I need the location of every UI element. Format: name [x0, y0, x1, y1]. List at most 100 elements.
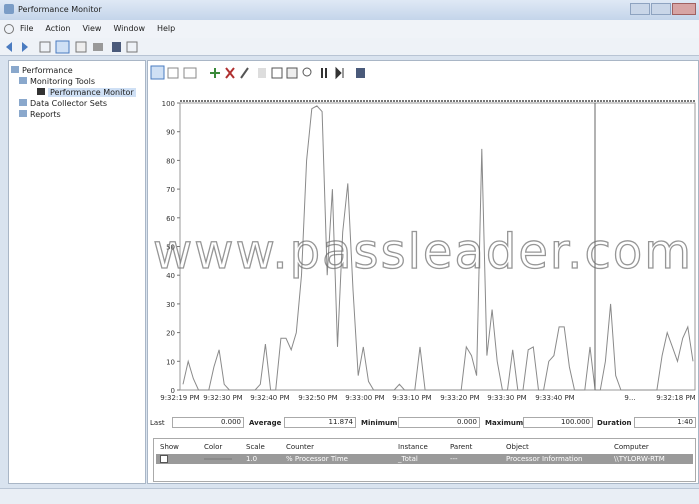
cell: Processor Information: [506, 455, 582, 463]
menu-icon: [4, 24, 14, 34]
column-header: Computer: [614, 443, 649, 451]
toolbar: [0, 38, 699, 56]
stat-value: 11.874: [284, 417, 356, 428]
stat-label: Maximum: [485, 419, 523, 427]
watermark: www.passleader.com: [153, 224, 693, 280]
close-button[interactable]: [672, 3, 696, 15]
x-tick-label: 9:32:30 PM: [203, 394, 242, 402]
tree-label: Performance: [22, 66, 73, 75]
show-checkbox[interactable]: [160, 455, 168, 463]
graph-type-button[interactable]: [184, 68, 196, 78]
delete-button[interactable]: [226, 68, 234, 78]
y-tick-label: 30: [166, 301, 175, 309]
minimize-button[interactable]: [630, 3, 650, 15]
tree-item[interactable]: Data Collector Sets: [9, 98, 145, 109]
export-button[interactable]: [93, 43, 103, 51]
stat-value: 0.000: [398, 417, 480, 428]
tree-icon: [19, 77, 27, 84]
column-header: Instance: [398, 443, 428, 451]
stat-value: 100.000: [523, 417, 593, 428]
x-tick-label: 9...: [624, 394, 635, 402]
view-button[interactable]: [127, 42, 137, 52]
status-bar: [0, 488, 699, 504]
tree-label: Data Collector Sets: [30, 99, 107, 108]
tree-icon: [37, 88, 45, 95]
menu-item[interactable]: View: [82, 24, 101, 33]
y-tick-label: 20: [166, 330, 175, 338]
x-tick-label: 9:33:30 PM: [487, 394, 526, 402]
stat-value: 0.000: [172, 417, 244, 428]
menu-item[interactable]: Window: [113, 24, 145, 33]
y-tick-label: 80: [166, 157, 175, 165]
color-swatch: [204, 458, 232, 460]
tree-item[interactable]: Monitoring Tools: [9, 76, 145, 87]
tree-label: Reports: [30, 110, 61, 119]
tree-icon: [19, 110, 27, 117]
tree-icon: [19, 99, 27, 106]
tree-label: Monitoring Tools: [30, 77, 95, 86]
y-tick-label: 100: [162, 100, 175, 108]
tree-item[interactable]: Performance: [9, 65, 145, 76]
window-title: Performance Monitor: [18, 5, 102, 14]
menu-bar: File Action View Window Help: [0, 20, 699, 38]
column-header: Scale: [246, 443, 265, 451]
paste-button[interactable]: [272, 68, 282, 78]
stat-label: Duration: [597, 419, 632, 427]
stat-label: Last: [150, 419, 165, 427]
back-button[interactable]: [6, 42, 12, 52]
cell: \\TYLORW-RTM: [614, 455, 665, 463]
stat-value: 1:40: [634, 417, 696, 428]
tree-icon: [11, 66, 19, 73]
freeze-button[interactable]: [322, 68, 326, 78]
app-icon: [4, 4, 14, 14]
graph-toolbar-icons: [150, 65, 390, 81]
column-header: Color: [204, 443, 222, 451]
up-button[interactable]: [40, 42, 50, 52]
x-tick-label: 9:33:40 PM: [535, 394, 574, 402]
counter-row[interactable]: 1.0% Processor Time_Total---Processor In…: [156, 454, 693, 464]
tree-item[interactable]: Performance Monitor: [9, 87, 145, 98]
highlight-button[interactable]: [241, 68, 248, 78]
stat-label: Minimum: [361, 419, 397, 427]
properties-button[interactable]: [76, 42, 86, 52]
x-tick-label: 9:32:18 PM: [656, 394, 695, 402]
cell: % Processor Time: [286, 455, 348, 463]
menu-item[interactable]: Help: [157, 24, 175, 33]
x-tick-label: 9:33:20 PM: [440, 394, 479, 402]
update-button[interactable]: [336, 68, 343, 78]
maximize-button[interactable]: [651, 3, 671, 15]
add-button[interactable]: [210, 68, 220, 78]
statistics-bar: Last 0.000 Average 11.874 Minimum 0.000 …: [150, 416, 697, 432]
properties-button[interactable]: [287, 68, 297, 78]
x-tick-label: 9:32:50 PM: [298, 394, 337, 402]
view-current-button[interactable]: [151, 66, 164, 79]
cell: 1.0: [246, 455, 257, 463]
copy-button[interactable]: [258, 68, 266, 78]
y-tick-label: 90: [166, 129, 175, 137]
tree-item[interactable]: Reports: [9, 109, 145, 120]
graph-toolbar: [150, 65, 390, 81]
title-bar: Performance Monitor: [0, 0, 699, 20]
zoom-button[interactable]: [303, 68, 311, 76]
cell: _Total: [398, 455, 418, 463]
column-header: Object: [506, 443, 529, 451]
stat-label: Average: [249, 419, 281, 427]
y-tick-label: 10: [166, 358, 175, 366]
menu-item[interactable]: File: [20, 24, 33, 33]
tree-label: Performance Monitor: [48, 88, 136, 97]
navigation-tree: Performance Monitoring Tools Performance M…: [8, 60, 146, 484]
help-button[interactable]: [356, 68, 365, 78]
help-button[interactable]: [112, 42, 121, 52]
x-tick-label: 9:33:00 PM: [345, 394, 384, 402]
view-log-button[interactable]: [168, 68, 178, 78]
forward-button[interactable]: [22, 42, 28, 52]
y-tick-label: 70: [166, 186, 175, 194]
x-tick-label: 9:33:10 PM: [392, 394, 431, 402]
menu-item[interactable]: Action: [45, 24, 70, 33]
column-header: Parent: [450, 443, 472, 451]
x-tick-label: 9:32:19 PM: [160, 394, 199, 402]
tree-button[interactable]: [56, 41, 69, 53]
app-window: Performance Monitor File Action View Window…: [0, 0, 699, 504]
